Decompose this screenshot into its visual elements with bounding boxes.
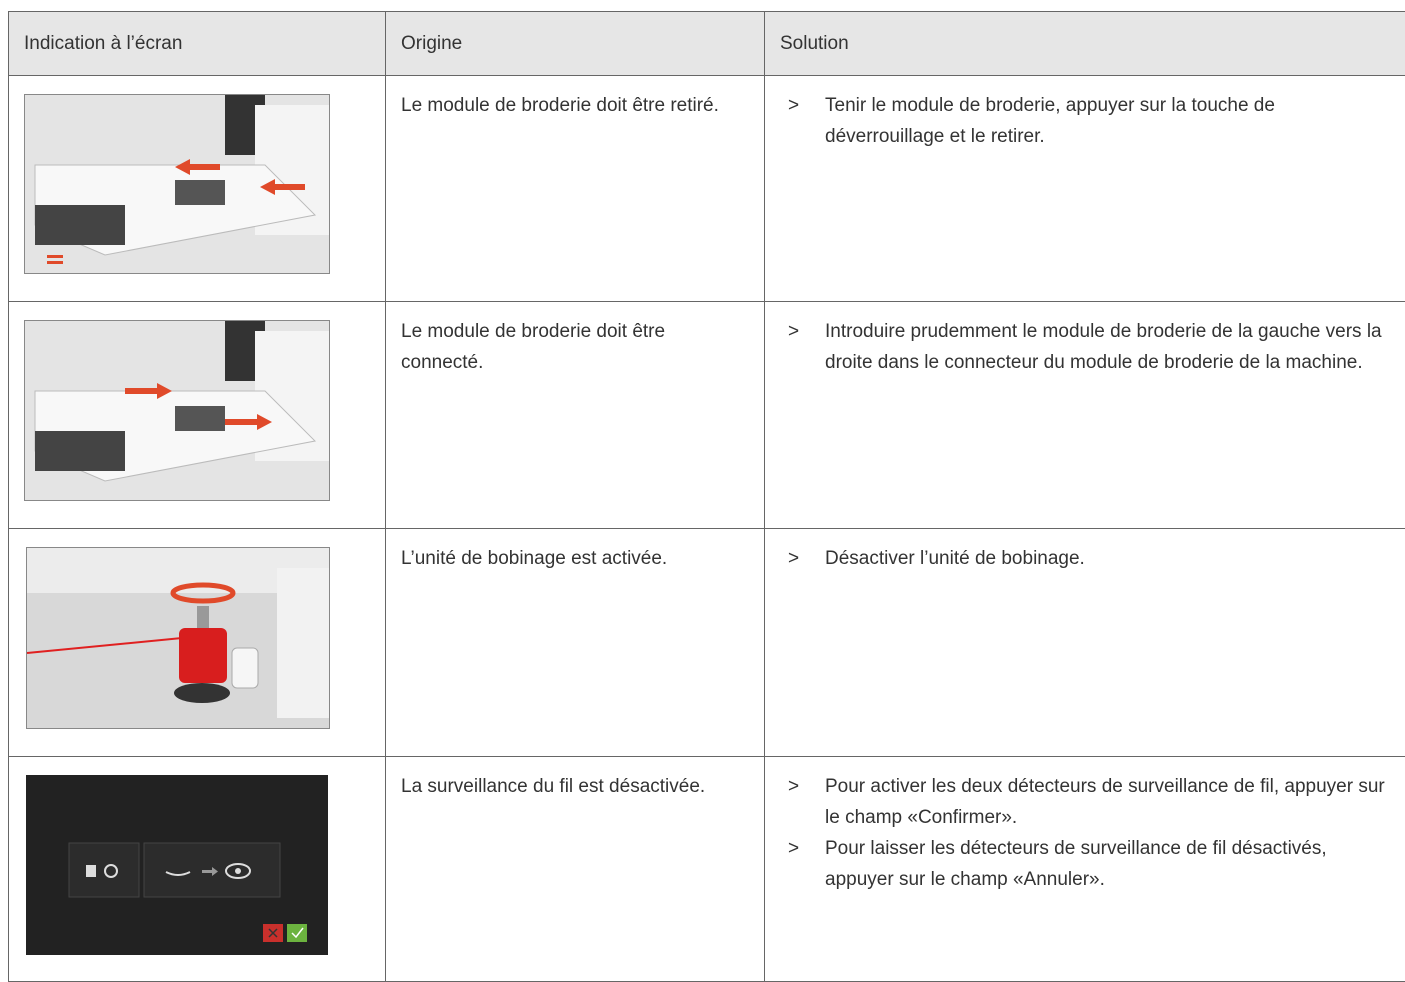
solution-cell: >Pour activer les deux détecteurs de sur…: [765, 757, 1405, 982]
solution-item: >Tenir le module de broderie, appuyer su…: [780, 90, 1390, 152]
bullet: >: [780, 90, 825, 152]
row: La surveillance du fil est désactivée. >…: [9, 757, 1405, 982]
header-cell: Solution: [765, 12, 1405, 76]
bullet: >: [780, 833, 825, 895]
screen-illustration: [26, 775, 328, 955]
origin-cell: Le module de broderie doit être retiré.: [386, 76, 765, 302]
origin-cell: L’unité de bobinage est activée.: [386, 529, 765, 757]
bullet: >: [780, 316, 825, 378]
troubleshooting-table: Indication à l’écran Origine Solution Le…: [8, 11, 1405, 982]
solution-item: >Introduire prudemment le module de brod…: [780, 316, 1390, 378]
solution-text: Désactiver l’unité de bobinage.: [825, 543, 1085, 574]
row: L’unité de bobinage est activée. >Désact…: [9, 529, 1405, 757]
solution-text: Tenir le module de broderie, appuyer sur…: [825, 90, 1390, 152]
illustration: [26, 547, 330, 729]
bullet: >: [780, 771, 825, 833]
solution-text: Pour laisser les détecteurs de surveilla…: [825, 833, 1390, 895]
origin-cell: Le module de broderie doit être connecté…: [386, 302, 765, 529]
solution-cell: >Introduire prudemment le module de brod…: [765, 302, 1405, 529]
bullet: >: [780, 543, 825, 574]
header-cell: Indication à l’écran: [9, 12, 386, 76]
solution-item: >Pour activer les deux détecteurs de sur…: [780, 771, 1390, 833]
image-cell: [9, 76, 386, 302]
header-cell: Origine: [386, 12, 765, 76]
row: Le module de broderie doit être retiré. …: [9, 76, 1405, 302]
origin-cell: La surveillance du fil est désactivée.: [386, 757, 765, 982]
solution-text: Pour activer les deux détecteurs de surv…: [825, 771, 1390, 833]
image-cell: [9, 302, 386, 529]
row: Le module de broderie doit être connecté…: [9, 302, 1405, 529]
image-cell: [9, 757, 386, 982]
solution-item: >Désactiver l’unité de bobinage.: [780, 543, 1390, 574]
image-cell: [9, 529, 386, 757]
illustration: [24, 94, 330, 274]
solution-item: >Pour laisser les détecteurs de surveill…: [780, 833, 1390, 895]
solution-cell: >Désactiver l’unité de bobinage.: [765, 529, 1405, 757]
solution-text: Introduire prudemment le module de brode…: [825, 316, 1390, 378]
solution-cell: >Tenir le module de broderie, appuyer su…: [765, 76, 1405, 302]
illustration: [24, 320, 330, 501]
header-row: Indication à l’écran Origine Solution: [9, 12, 1405, 76]
